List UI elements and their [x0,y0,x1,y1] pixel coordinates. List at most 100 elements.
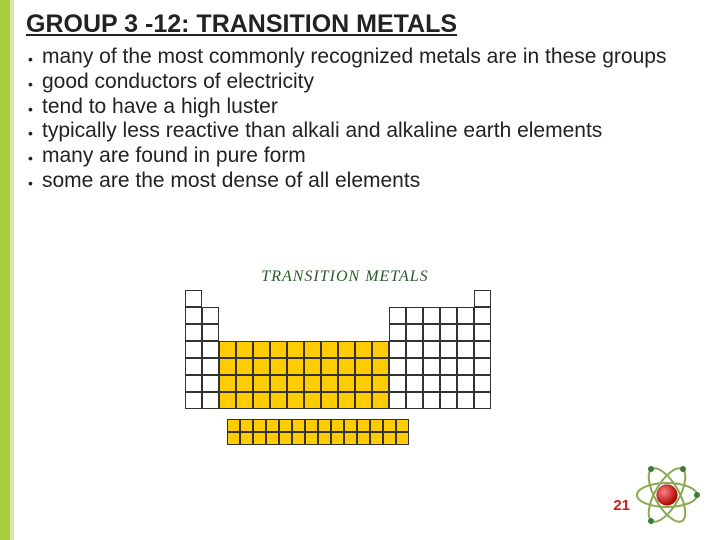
pt-cell [406,358,423,375]
pt-cell [287,341,304,358]
pt-fblock-cell [253,419,266,432]
pt-cell [270,358,287,375]
pt-cell [474,324,491,341]
pt-cell [287,392,304,409]
pt-fblock-cell [370,432,383,445]
pt-cell [423,307,440,324]
diagram-label: TRANSITION METALS [185,268,505,286]
pt-cell [423,358,440,375]
pt-fblock-cell [318,419,331,432]
atom-icon [632,460,702,530]
pt-cell [202,392,219,409]
pt-cell [423,375,440,392]
pt-cell [219,392,236,409]
bullet-item: typically less reactive than alkali and … [28,119,710,144]
pt-cell [440,324,457,341]
pt-fblock-cell [305,419,318,432]
pt-fblock-cell [227,432,240,445]
pt-fblock-cell [383,432,396,445]
pt-cell [202,341,219,358]
bullet-item: many of the most commonly recognized met… [28,45,710,70]
pt-cell [185,324,202,341]
pt-cell [474,392,491,409]
slide-title: GROUP 3 -12: TRANSITION METALS [26,10,710,39]
pt-fblock-cell [227,419,240,432]
pt-cell [202,375,219,392]
pt-cell [423,324,440,341]
pt-cell [304,341,321,358]
pt-cell [253,375,270,392]
bullet-item: some are the most dense of all elements [28,169,710,194]
pt-cell [389,307,406,324]
pt-fblock-cell [266,432,279,445]
pt-cell [338,375,355,392]
pt-cell [355,392,372,409]
pt-cell [389,392,406,409]
pt-cell [372,358,389,375]
pt-cell [389,341,406,358]
pt-fblock-cell [383,419,396,432]
slide-content: GROUP 3 -12: TRANSITION METALS many of t… [26,10,710,194]
pt-cell [185,392,202,409]
pt-cell [236,358,253,375]
pt-cell [253,392,270,409]
pt-cell [440,392,457,409]
pt-fblock-cell [318,432,331,445]
pt-cell [338,392,355,409]
pt-cell [406,392,423,409]
pt-cell [185,375,202,392]
pt-cell [202,324,219,341]
pt-cell [355,375,372,392]
pt-cell [185,341,202,358]
pt-cell [474,307,491,324]
pt-cell [202,358,219,375]
pt-cell [440,358,457,375]
page-number: 21 [613,497,630,514]
pt-cell [406,375,423,392]
pt-cell [389,324,406,341]
pt-cell [406,324,423,341]
pt-cell [440,307,457,324]
pt-cell [253,341,270,358]
pt-cell [457,358,474,375]
pt-cell [236,375,253,392]
pt-cell [372,392,389,409]
pt-cell [236,392,253,409]
pt-cell [219,341,236,358]
pt-cell [457,307,474,324]
pt-cell [287,358,304,375]
pt-fblock-cell [396,419,409,432]
pt-cell [185,307,202,324]
pt-fblock-cell [344,432,357,445]
pt-cell [270,392,287,409]
pt-fblock-cell [292,419,305,432]
pt-cell [474,290,491,307]
pt-cell [440,375,457,392]
pt-cell [474,341,491,358]
pt-cell [474,375,491,392]
pt-cell [270,341,287,358]
pt-cell [372,375,389,392]
pt-fblock-cell [279,432,292,445]
pt-cell [304,392,321,409]
pt-fblock-cell [292,432,305,445]
bullet-item: many are found in pure form [28,144,710,169]
pt-fblock-cell [357,419,370,432]
pt-cell [440,341,457,358]
pt-cell [202,307,219,324]
pt-cell [321,392,338,409]
pt-cell [423,392,440,409]
periodic-table-grid [185,290,505,490]
pt-cell [372,341,389,358]
pt-fblock-cell [266,419,279,432]
pt-cell [236,341,253,358]
pt-fblock-cell [370,419,383,432]
pt-fblock-cell [240,432,253,445]
pt-cell [389,358,406,375]
pt-cell [304,375,321,392]
pt-fblock-cell [253,432,266,445]
pt-fblock-cell [279,419,292,432]
pt-cell [389,375,406,392]
pt-cell [185,358,202,375]
pt-cell [474,358,491,375]
